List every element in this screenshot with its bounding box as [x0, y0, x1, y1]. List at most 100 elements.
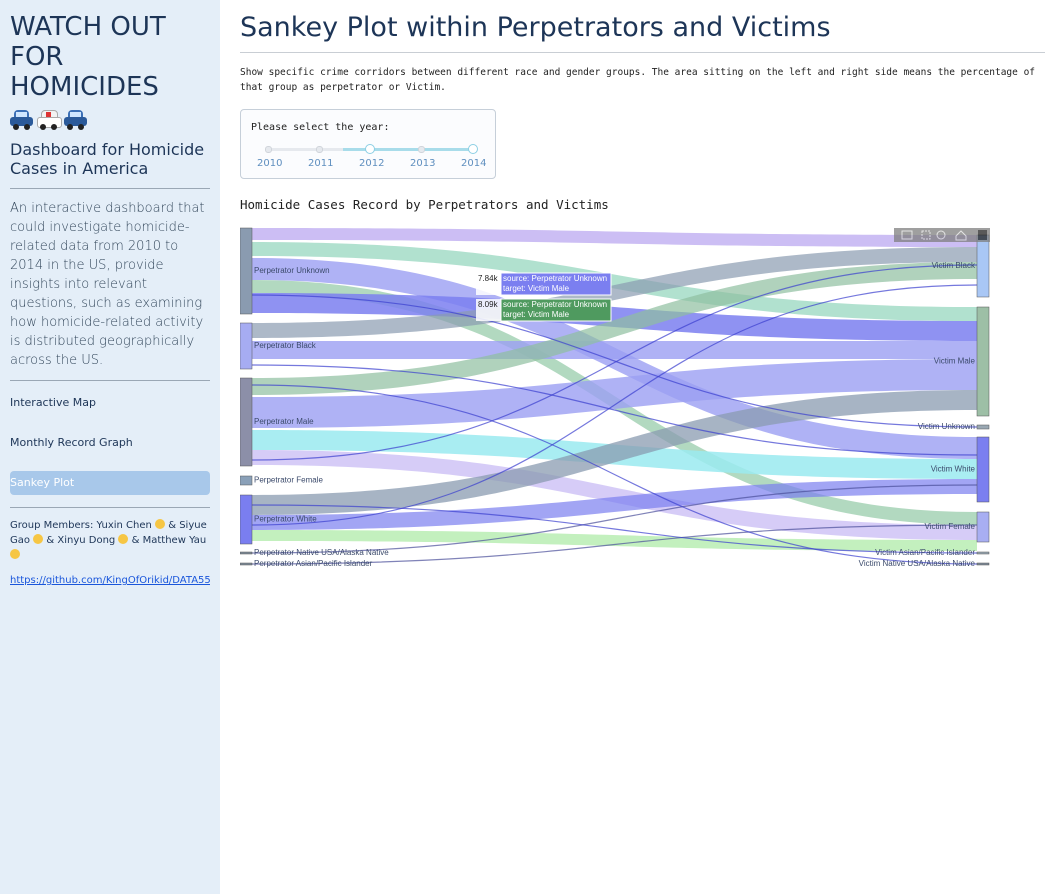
divider [10, 188, 210, 189]
page-title: Sankey Plot within Perpetrators and Vict… [240, 12, 1045, 53]
slider-dot [316, 146, 323, 153]
sankey-node-label: Perpetrator Female [254, 476, 323, 485]
year-tick[interactable]: 2014 [461, 158, 487, 169]
sankey-link[interactable] [252, 228, 977, 247]
sankey-link-thin[interactable] [251, 484, 978, 554]
camera-icon [901, 230, 913, 240]
page-description: Show specific crime corridors between di… [240, 67, 1036, 93]
sankey-node[interactable] [240, 494, 253, 545]
sankey-node[interactable] [240, 562, 253, 566]
tooltip-source: source: Perpetrator Unknown [503, 274, 607, 283]
sankey-link-thin[interactable] [251, 524, 978, 565]
tooltip-value: 7.84k [478, 274, 499, 283]
sankey-node-label: Perpetrator Asian/Pacific Islander [254, 559, 373, 568]
nav-monthly-record-graph[interactable]: Monthly Record Graph [10, 436, 133, 449]
tooltip-target: target: Victim Male [503, 310, 570, 319]
sankey-link[interactable] [252, 242, 977, 321]
ambulance-icon [37, 110, 62, 130]
sankey-link-thin[interactable] [251, 284, 978, 526]
sankey-link[interactable] [252, 262, 977, 395]
sankey-node[interactable] [240, 227, 253, 315]
year-tick[interactable]: 2012 [359, 158, 385, 169]
sankey-node-label: Victim White [931, 465, 976, 474]
sankey-link[interactable] [252, 450, 977, 540]
divider [10, 507, 210, 508]
sankey-node[interactable] [240, 475, 253, 486]
smiley-icon [118, 534, 129, 544]
smiley-icon [10, 549, 20, 559]
chart-toolbar[interactable] [894, 228, 990, 242]
sankey-link[interactable] [252, 247, 977, 338]
year-slider-card: Please select the year: 2010 2011 2012 2… [240, 109, 496, 179]
app-title-line: WATCH OUT [10, 12, 166, 42]
slider-dot [418, 146, 425, 153]
sankey-node-label: Perpetrator White [254, 515, 317, 524]
sankey-node[interactable] [240, 551, 253, 555]
app-title-line: HOMICIDES [10, 72, 159, 102]
sankey-link[interactable] [252, 359, 977, 428]
app-description: An interactive dashboard that could inve… [10, 201, 205, 368]
sankey-node[interactable] [976, 511, 990, 543]
members-text: & Siyue Gao [10, 520, 207, 546]
sankey-node-label: Victim Male [934, 357, 976, 366]
main-content: Sankey Plot within Perpetrators and Vict… [240, 0, 1045, 568]
year-tick[interactable]: 2011 [308, 158, 334, 169]
github-link[interactable]: https://github.com/KingOfOrikid/DATA551_… [10, 575, 210, 586]
sankey-node[interactable] [976, 424, 990, 430]
app-title: WATCH OUT FOR HOMICIDES [10, 12, 210, 102]
sidebar: WATCH OUT FOR HOMICIDES Dashboard for Ho… [0, 0, 220, 894]
sankey-node[interactable] [240, 377, 253, 467]
members-text: & Xinyu Dong [46, 535, 116, 546]
tooltip-value: 8.09k [478, 300, 499, 309]
lasso-icon [936, 230, 946, 240]
year-slider-handle-end[interactable] [468, 144, 478, 154]
year-tick[interactable]: 2013 [410, 158, 436, 169]
sankey-link[interactable] [252, 390, 977, 515]
sankey-node-label: Victim Female [924, 522, 975, 531]
slider-dot [265, 146, 272, 153]
sankey-link-thin[interactable] [251, 364, 978, 456]
sankey-node[interactable] [976, 551, 990, 555]
police-car-icon [10, 110, 33, 130]
sankey-node[interactable] [976, 306, 990, 417]
year-slider-handle-start[interactable] [365, 144, 375, 154]
home-icon [955, 230, 967, 241]
tooltip-target: target: Victim Male [503, 284, 570, 293]
sankey-nodes [240, 227, 990, 566]
group-members: Group Members: Yuxin Chen & Siyue Gao & … [10, 518, 210, 563]
sankey-link-thin[interactable] [251, 264, 978, 461]
sankey-node[interactable] [240, 322, 253, 370]
sankey-node-label: Perpetrator Unknown [254, 266, 330, 275]
smiley-icon [155, 519, 166, 529]
sankey-link-thin[interactable] [251, 384, 978, 565]
sankey-link[interactable] [252, 293, 977, 341]
nav-interactive-map[interactable]: Interactive Map [10, 396, 96, 409]
tooltip-source: source: Perpetrator Unknown [503, 300, 607, 309]
members-text: & Matthew Yau [131, 535, 207, 546]
sankey-node[interactable] [976, 436, 990, 503]
sankey-node-label: Victim Native USA/Alaska Native [859, 559, 976, 568]
sankey-node-label: Victim Black [932, 261, 976, 270]
smiley-icon [33, 534, 44, 544]
sankey-node[interactable] [976, 234, 990, 298]
police-car-icon [64, 110, 87, 130]
sankey-link[interactable] [252, 530, 977, 551]
year-slider-label: Please select the year: [251, 122, 390, 133]
sankey-node-label: Perpetrator Native USA/Alaska Native [254, 548, 389, 557]
sankey-link-thin[interactable] [251, 504, 978, 554]
sankey-node[interactable] [976, 562, 990, 566]
sankey-link[interactable] [252, 341, 977, 359]
sankey-chart[interactable]: Perpetrator Unknown Perpetrator Black Perp… [240, 225, 1000, 575]
sankey-node-label: Victim Asian/Pacific Islander [875, 548, 975, 557]
select-icon [921, 230, 931, 240]
plotly-logo-icon [978, 230, 987, 240]
sankey-labels: Perpetrator Unknown Perpetrator Black Perp… [254, 261, 976, 568]
emoji-row [10, 110, 210, 136]
sankey-node-label: Victim Unknown [918, 422, 975, 431]
year-tick[interactable]: 2010 [257, 158, 283, 169]
sankey-hover-tooltip: 8.09k source: Perpetrator Unknowntarget: … [476, 298, 612, 322]
nav-sankey-plot[interactable]: Sankey Plot [10, 471, 210, 495]
members-text: Group Members: Yuxin Chen [10, 520, 152, 531]
sankey-link-thin[interactable] [251, 294, 978, 428]
divider [10, 380, 210, 381]
